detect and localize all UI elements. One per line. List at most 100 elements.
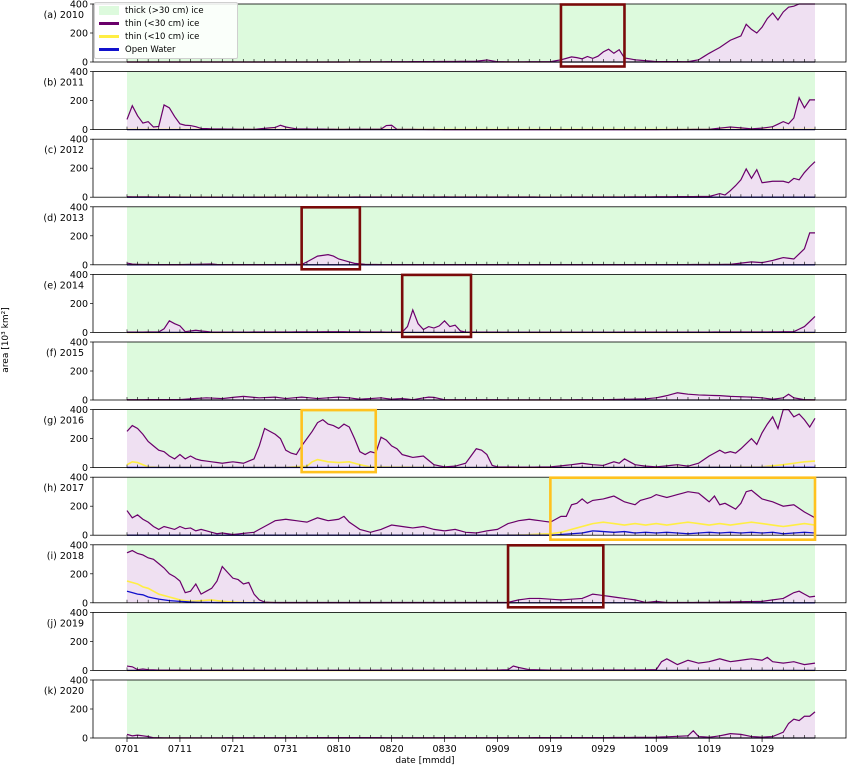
y-tick-label: 400 (70, 608, 88, 619)
panel-7: 0 200 400(g) 2016 (43, 405, 847, 474)
y-tick-label: 0 (82, 125, 88, 136)
y-tick-label: 400 (70, 202, 88, 213)
y-tick-label: 200 (70, 164, 88, 175)
panel-11: 0 200 400(k) 2020 0701 0711 0721 0731 0810 0820 0… (44, 676, 847, 755)
panel-label: (b) 2011 (43, 78, 84, 89)
panel-5: 0 200 400(e) 2014 (44, 270, 847, 339)
highlight-box (300, 206, 362, 271)
panel-4: 0 200 400(d) 2013 (43, 202, 847, 271)
x-tick-label: 0731 (274, 744, 298, 755)
y-tick-label: 200 (70, 29, 88, 40)
y-tick-label: 400 (70, 135, 88, 146)
panel-3: 0 200 400(c) 2012 (44, 135, 847, 204)
panel-8: 0 200 400(h) 2017 (43, 473, 847, 542)
legend-label-open: Open Water (125, 45, 176, 55)
highlight-box (400, 273, 473, 339)
y-tick-label: 400 (70, 270, 88, 281)
legend-swatch-open (99, 48, 119, 51)
panel-label: (d) 2013 (43, 213, 84, 224)
y-tick-label: 0 (82, 463, 88, 474)
y-tick-label: 0 (82, 734, 88, 745)
y-tick-label: 200 (70, 434, 88, 445)
x-tick-label: 1029 (750, 744, 774, 755)
panel-9: 0 200 400(i) 2018 (47, 540, 847, 609)
panel-label: (k) 2020 (44, 686, 84, 697)
y-tick-label: 400 (70, 338, 88, 349)
y-tick-label: 0 (82, 598, 88, 609)
panel-label: (c) 2012 (44, 145, 84, 156)
y-tick-label: 0 (82, 193, 88, 204)
thin-ice-area (127, 657, 815, 671)
thin-ice-area (127, 409, 815, 468)
thin30-series-line (126, 409, 816, 468)
panel-label: (j) 2019 (47, 618, 84, 629)
y-tick-label: 0 (82, 666, 88, 677)
y-tick-label: 200 (70, 96, 88, 107)
panel-2: 0 200 400(b) 2011 (43, 67, 847, 136)
thick-ice-area (127, 342, 815, 400)
legend-label-thick: thick (>30 cm) ice (125, 6, 204, 16)
y-tick-label: 200 (70, 705, 88, 716)
legend-label-thin10: thin (<10 cm) ice (125, 32, 200, 42)
highlight-box (559, 3, 626, 68)
x-tick-label: 0711 (168, 744, 192, 755)
panel-1: 0 200 400(a) 2010 (44, 0, 847, 69)
x-tick-label: 0810 (327, 744, 351, 755)
highlight-box (300, 408, 378, 474)
x-tick-label: 1019 (697, 744, 721, 755)
y-tick-label: 0 (82, 531, 88, 542)
thin-ice-area (127, 550, 815, 603)
y-tick-label: 400 (70, 405, 88, 416)
y-tick-label: 0 (82, 260, 88, 271)
x-tick-label: 0820 (380, 744, 404, 755)
y-tick-label: 200 (70, 637, 88, 648)
highlight-box (506, 543, 605, 609)
panel-label: (i) 2018 (47, 551, 84, 562)
panel-label: (e) 2014 (44, 280, 84, 291)
thin-ice-area (127, 4, 815, 62)
thick-ice-area (127, 4, 815, 62)
x-tick-label: 0701 (115, 744, 139, 755)
panel-label: (f) 2015 (46, 348, 84, 359)
y-axis-label: area [10³ km²] (1, 307, 11, 372)
y-tick-label: 0 (82, 58, 88, 69)
x-tick-label: 0909 (485, 744, 509, 755)
y-tick-label: 400 (70, 0, 88, 11)
x-tick-label: 0830 (432, 744, 456, 755)
legend-swatch-thick (99, 6, 119, 15)
thick-ice-area (127, 612, 815, 671)
thick-ice-area (127, 71, 815, 130)
y-tick-label: 400 (70, 676, 88, 687)
thin30-series-line (126, 489, 816, 536)
x-tick-label: 1009 (644, 744, 668, 755)
y-tick-label: 400 (70, 67, 88, 78)
x-tick-label: 0721 (221, 744, 245, 755)
y-tick-label: 200 (70, 367, 88, 378)
panel-10: 0 200 400(j) 2019 (47, 608, 847, 677)
panel-label: (g) 2016 (43, 416, 84, 427)
y-tick-label: 200 (70, 569, 88, 580)
legend-label-thin30: thin (<30 cm) ice (125, 19, 200, 29)
y-tick-label: 400 (70, 540, 88, 551)
highlight-box (549, 476, 817, 542)
x-tick-label: 0919 (538, 744, 562, 755)
panel-6: 0 200 400(f) 2015 (46, 338, 847, 407)
thin-ice-area (127, 392, 815, 400)
thick-ice-area (127, 139, 815, 198)
thick-ice-area (127, 206, 815, 265)
y-tick-label: 400 (70, 473, 88, 484)
legend-swatch-thin10 (99, 35, 119, 38)
y-tick-label: 0 (82, 396, 88, 407)
x-axis-label: date [mmdd] (395, 756, 454, 766)
x-tick-label: 0929 (591, 744, 615, 755)
y-tick-label: 0 (82, 328, 88, 339)
legend-swatch-thin30 (99, 22, 119, 25)
y-tick-label: 200 (70, 231, 88, 242)
y-tick-label: 200 (70, 299, 88, 310)
panel-label: (h) 2017 (43, 483, 84, 494)
panel-label: (a) 2010 (44, 10, 84, 21)
legend: thick (>30 cm) ice thin (<30 cm) ice thi… (94, 2, 238, 59)
thin-ice-area (127, 161, 815, 198)
